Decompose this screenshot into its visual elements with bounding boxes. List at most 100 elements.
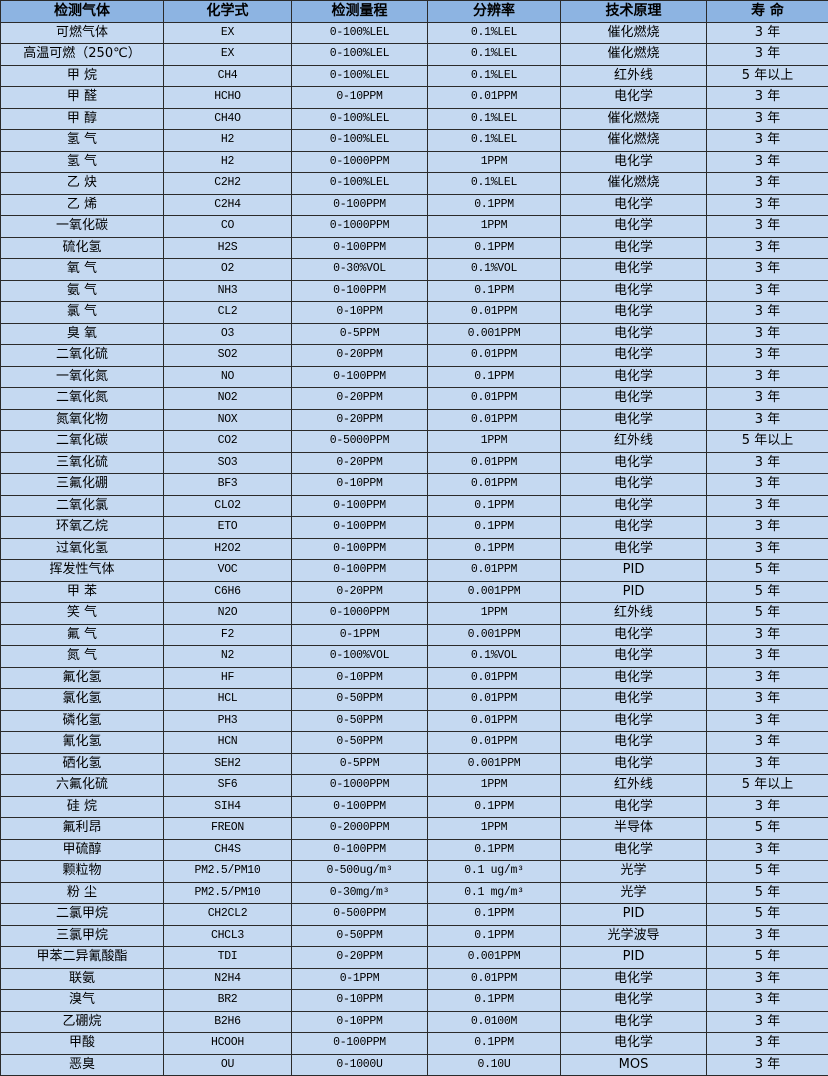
cell-gas-name: 氰化氢 — [1, 732, 164, 754]
cell-resolution: 1PPM — [428, 603, 561, 625]
cell-formula: CO — [164, 216, 292, 238]
cell-principle: 催化燃烧 — [561, 130, 707, 152]
cell-range: 0-500ug/m³ — [292, 861, 428, 883]
cell-formula: HCHO — [164, 87, 292, 109]
cell-range: 0-50PPM — [292, 689, 428, 711]
cell-lifespan: 5 年 — [707, 904, 828, 926]
cell-range: 0-1000PPM — [292, 775, 428, 797]
cell-lifespan: 3 年 — [707, 753, 828, 775]
cell-range: 0-100PPM — [292, 366, 428, 388]
cell-gas-name: 甲苯二异氰酸酯 — [1, 947, 164, 969]
cell-formula: BR2 — [164, 990, 292, 1012]
cell-principle: PID — [561, 581, 707, 603]
cell-formula: CH2CL2 — [164, 904, 292, 926]
cell-resolution: 0.01PPM — [428, 667, 561, 689]
cell-resolution: 0.1%LEL — [428, 130, 561, 152]
cell-lifespan: 5 年以上 — [707, 65, 828, 87]
cell-lifespan: 3 年 — [707, 689, 828, 711]
cell-principle: 电化学 — [561, 839, 707, 861]
cell-gas-name: 甲 烷 — [1, 65, 164, 87]
cell-principle: 电化学 — [561, 667, 707, 689]
cell-formula: B2H6 — [164, 1011, 292, 1033]
cell-formula: CH4O — [164, 108, 292, 130]
cell-principle: 催化燃烧 — [561, 22, 707, 44]
cell-range: 0-20PPM — [292, 345, 428, 367]
cell-resolution: 0.0100M — [428, 1011, 561, 1033]
cell-gas-name: 环氧乙烷 — [1, 517, 164, 539]
cell-principle: 红外线 — [561, 603, 707, 625]
cell-formula: H2S — [164, 237, 292, 259]
cell-range: 0-50PPM — [292, 710, 428, 732]
cell-lifespan: 3 年 — [707, 323, 828, 345]
cell-gas-name: 二氧化碳 — [1, 431, 164, 453]
cell-resolution: 0.1PPM — [428, 495, 561, 517]
cell-range: 0-10PPM — [292, 474, 428, 496]
cell-lifespan: 3 年 — [707, 237, 828, 259]
cell-formula: N2O — [164, 603, 292, 625]
cell-principle: 光学波导 — [561, 925, 707, 947]
cell-formula: HF — [164, 667, 292, 689]
cell-principle: PID — [561, 904, 707, 926]
cell-formula: NH3 — [164, 280, 292, 302]
cell-gas-name: 甲 醇 — [1, 108, 164, 130]
cell-principle: 电化学 — [561, 452, 707, 474]
cell-resolution: 0.1PPM — [428, 796, 561, 818]
cell-gas-name: 氯化氢 — [1, 689, 164, 711]
cell-lifespan: 3 年 — [707, 839, 828, 861]
cell-lifespan: 3 年 — [707, 409, 828, 431]
cell-lifespan: 3 年 — [707, 280, 828, 302]
cell-resolution: 0.1PPM — [428, 839, 561, 861]
cell-lifespan: 3 年 — [707, 667, 828, 689]
cell-gas-name: 溴气 — [1, 990, 164, 1012]
cell-formula: H2 — [164, 151, 292, 173]
cell-formula: PH3 — [164, 710, 292, 732]
cell-gas-name: 二氧化氯 — [1, 495, 164, 517]
cell-principle: 红外线 — [561, 431, 707, 453]
cell-lifespan: 3 年 — [707, 151, 828, 173]
cell-gas-name: 臭 氧 — [1, 323, 164, 345]
cell-lifespan: 3 年 — [707, 1033, 828, 1055]
cell-resolution: 0.001PPM — [428, 624, 561, 646]
cell-lifespan: 5 年 — [707, 882, 828, 904]
cell-resolution: 0.10U — [428, 1054, 561, 1076]
cell-principle: 催化燃烧 — [561, 173, 707, 195]
cell-gas-name: 高温可燃（250℃） — [1, 44, 164, 66]
cell-principle: 电化学 — [561, 280, 707, 302]
cell-principle: 电化学 — [561, 302, 707, 324]
cell-gas-name: 三氟化硼 — [1, 474, 164, 496]
cell-gas-name: 氮 气 — [1, 646, 164, 668]
cell-formula: SF6 — [164, 775, 292, 797]
cell-gas-name: 氢 气 — [1, 130, 164, 152]
cell-principle: 电化学 — [561, 732, 707, 754]
cell-principle: 电化学 — [561, 796, 707, 818]
cell-resolution: 0.1PPM — [428, 538, 561, 560]
cell-resolution: 0.01PPM — [428, 732, 561, 754]
cell-principle: 电化学 — [561, 495, 707, 517]
cell-lifespan: 3 年 — [707, 968, 828, 990]
cell-lifespan: 3 年 — [707, 259, 828, 281]
cell-principle: 电化学 — [561, 1033, 707, 1055]
cell-formula: F2 — [164, 624, 292, 646]
cell-lifespan: 3 年 — [707, 474, 828, 496]
cell-lifespan: 3 年 — [707, 173, 828, 195]
cell-gas-name: 甲硫醇 — [1, 839, 164, 861]
cell-lifespan: 3 年 — [707, 990, 828, 1012]
cell-resolution: 0.1PPM — [428, 1033, 561, 1055]
cell-principle: 电化学 — [561, 237, 707, 259]
cell-lifespan: 3 年 — [707, 194, 828, 216]
cell-formula: SO3 — [164, 452, 292, 474]
cell-resolution: 0.1PPM — [428, 904, 561, 926]
cell-range: 0-10PPM — [292, 302, 428, 324]
cell-gas-name: 甲 苯 — [1, 581, 164, 603]
